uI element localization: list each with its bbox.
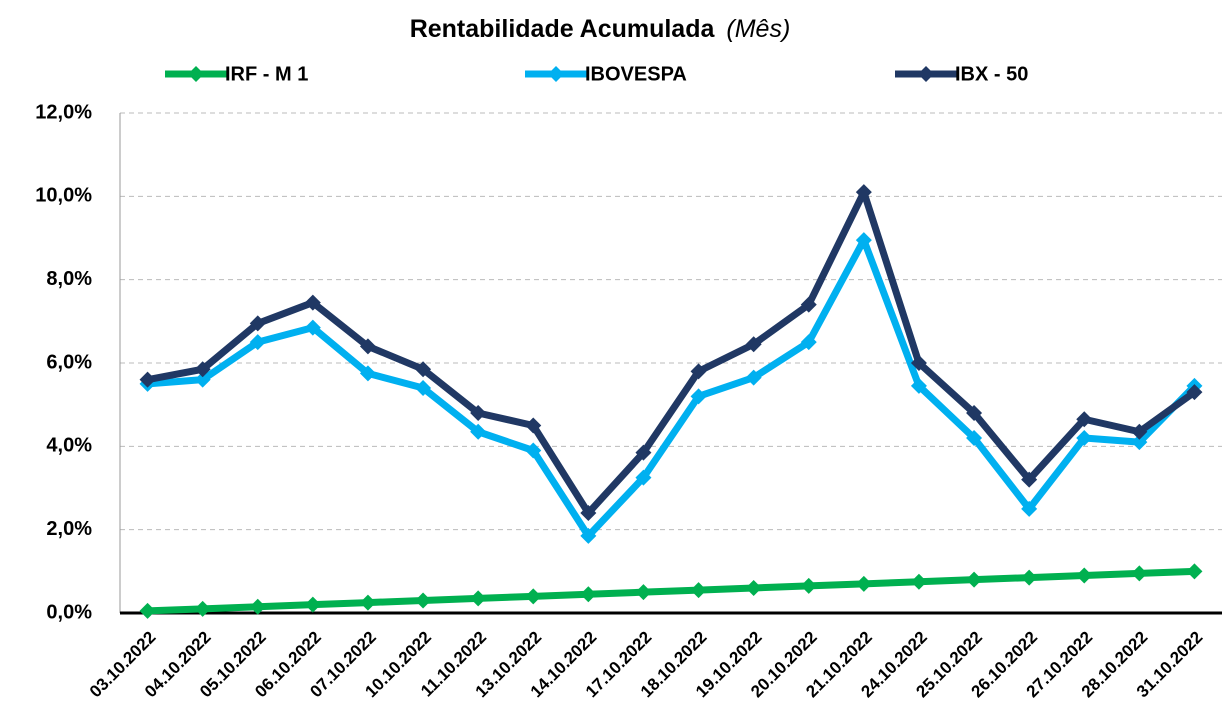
marker (745, 336, 762, 353)
marker (1076, 411, 1093, 428)
marker (415, 361, 432, 378)
marker (470, 423, 487, 440)
marker (635, 584, 652, 601)
marker (359, 365, 376, 382)
marker (359, 594, 376, 611)
marker (1021, 500, 1038, 517)
marker (525, 417, 542, 434)
marker (690, 388, 707, 405)
marker (470, 405, 487, 421)
legend-marker (918, 66, 934, 82)
marker (1021, 471, 1038, 488)
marker (304, 596, 321, 613)
marker (800, 296, 817, 313)
marker (855, 184, 872, 201)
marker (1131, 434, 1148, 451)
legend-marker (188, 66, 204, 82)
marker (1021, 569, 1038, 586)
title-sub: (Mês) (726, 15, 790, 43)
y-tick-label: 4,0% (46, 435, 92, 457)
marker (580, 505, 597, 521)
marker (525, 442, 542, 459)
marker (580, 527, 597, 544)
marker (470, 590, 487, 607)
marker (304, 319, 321, 336)
marker (800, 334, 817, 351)
legend-label: IBOVESPA (585, 63, 687, 85)
marker (1186, 384, 1203, 401)
y-tick-label: 6,0% (46, 351, 92, 373)
marker (910, 355, 927, 371)
y-tick-label: 12,0% (35, 101, 92, 123)
marker (910, 573, 927, 590)
marker (194, 361, 211, 378)
marker (1076, 430, 1093, 446)
marker (855, 575, 872, 592)
marker (690, 363, 707, 380)
legend-marker (548, 66, 564, 82)
marker (1131, 565, 1148, 582)
marker (1076, 567, 1093, 584)
marker (1186, 563, 1203, 580)
y-tick-label: 8,0% (46, 268, 92, 290)
y-tick-label: 10,0% (35, 185, 92, 207)
marker (249, 315, 266, 332)
marker (635, 444, 652, 461)
marker (415, 380, 432, 396)
marker (966, 571, 983, 588)
chart-title: Rentabilidade Acumulada (Mês) (410, 15, 791, 43)
marker (249, 598, 266, 615)
marker (304, 294, 321, 311)
marker (580, 586, 597, 603)
legend-label: IBX - 50 (955, 63, 1028, 85)
marker (525, 588, 542, 605)
marker (690, 582, 707, 599)
marker (910, 377, 927, 394)
marker (1131, 423, 1148, 440)
marker (359, 338, 376, 355)
marker (855, 232, 872, 249)
series-line (147, 567, 1195, 615)
marker (966, 430, 983, 446)
marker (249, 334, 266, 351)
marker (415, 592, 432, 609)
marker (139, 602, 156, 619)
marker (745, 369, 762, 386)
title-main: Rentabilidade Acumulada (410, 15, 716, 43)
marker (966, 405, 983, 421)
marker (194, 371, 211, 388)
marker (635, 469, 652, 486)
marker (139, 371, 156, 388)
marker (800, 577, 817, 594)
y-tick-label: 0,0% (46, 601, 92, 623)
marker (194, 600, 211, 617)
legend-label: IRF - M 1 (225, 63, 308, 85)
series-line (147, 236, 1197, 540)
y-tick-label: 2,0% (46, 518, 92, 540)
series-line (146, 188, 1197, 517)
marker (745, 580, 762, 596)
